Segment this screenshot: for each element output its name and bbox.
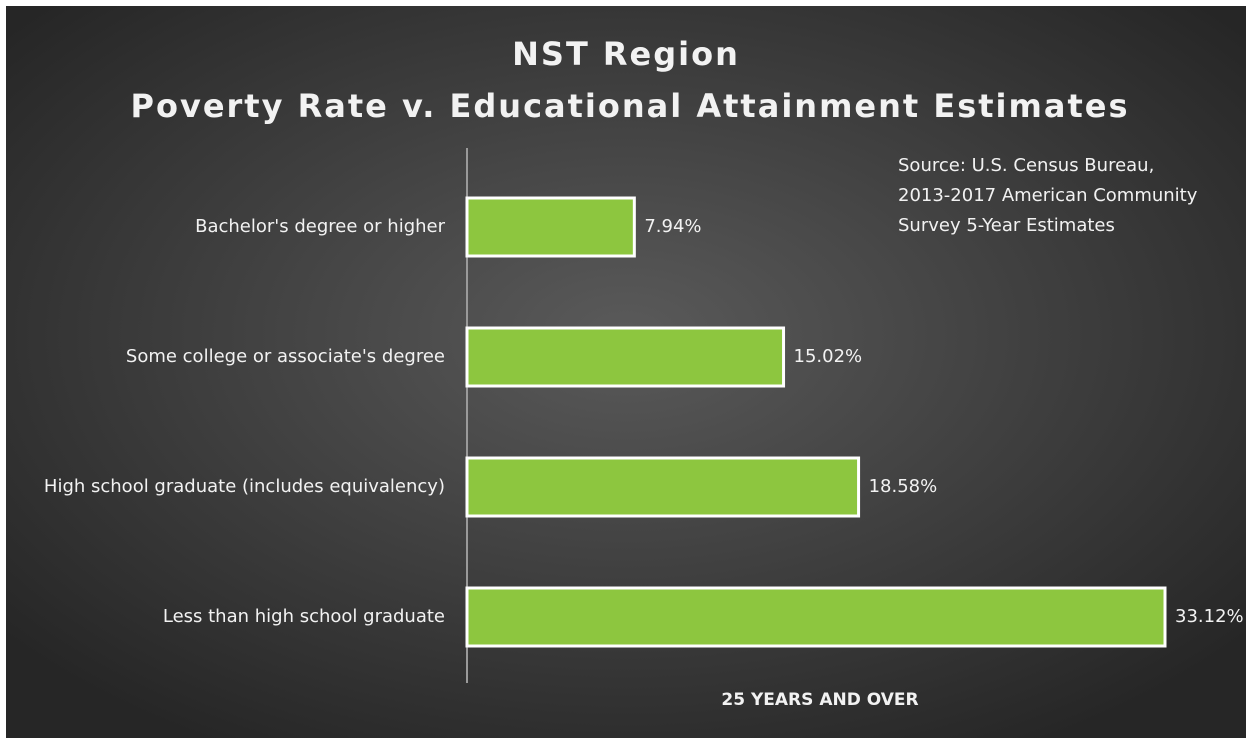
chart-title: NST Region (512, 35, 740, 73)
bar (465, 456, 861, 518)
bar (465, 196, 636, 258)
x-axis-label: 25 YEARS AND OVER (721, 690, 918, 710)
bar (465, 586, 1167, 648)
bar (465, 326, 786, 388)
y-tick-label: Less than high school graduate (163, 606, 445, 627)
y-tick-label: Some college or associate's degree (126, 346, 445, 367)
data-label: 15.02% (794, 346, 863, 367)
y-tick-label: High school graduate (includes equivalen… (44, 476, 445, 497)
annotation: Source: U.S. Census Bureau, (898, 155, 1154, 176)
annotation: Survey 5-Year Estimates (898, 215, 1115, 236)
data-label: 7.94% (644, 216, 701, 237)
chart-title: Poverty Rate v. Educational Attainment E… (131, 87, 1130, 125)
data-label: 33.12% (1175, 606, 1244, 627)
data-label: 18.58% (869, 476, 938, 497)
y-tick-label: Bachelor's degree or higher (195, 216, 445, 237)
annotation: 2013-2017 American Community (898, 185, 1198, 206)
